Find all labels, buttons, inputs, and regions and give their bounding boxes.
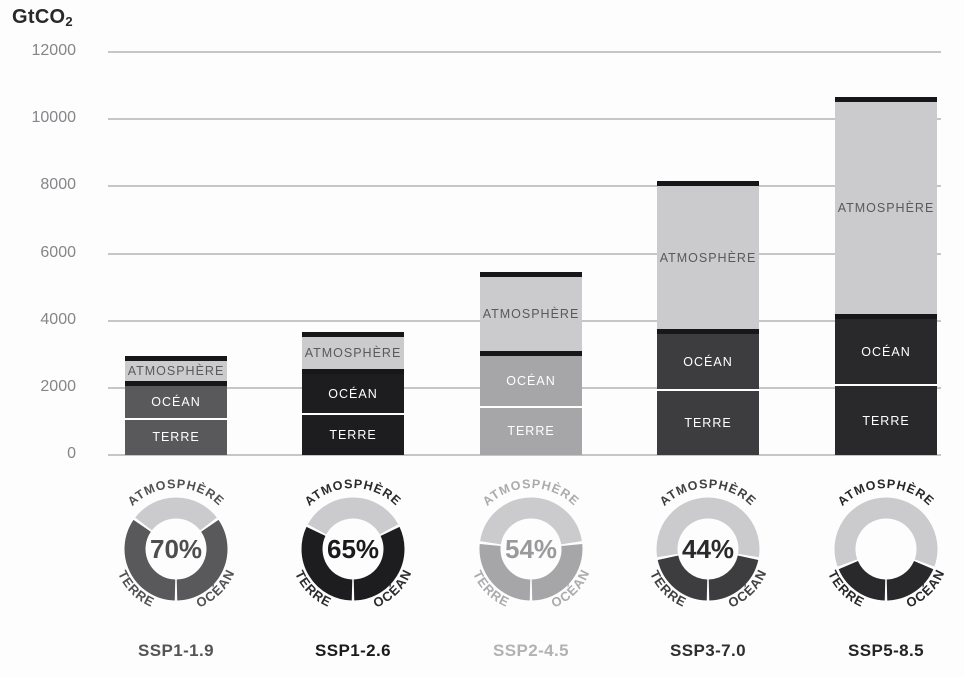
donut-segment-terre — [838, 560, 886, 601]
gridline — [108, 118, 941, 121]
bar-SSP5-8.5-segment-ocean-label: OCÉAN — [861, 344, 911, 359]
bar-SSP1-2.6-segment-ocean-label: OCÉAN — [328, 386, 378, 401]
gridline — [108, 252, 941, 255]
bar-SSP1-1.9-segment-ocean-label: OCÉAN — [151, 394, 201, 409]
donut-segment-ocean — [531, 543, 583, 601]
y-tick-label: 4000 — [40, 310, 76, 328]
bar-SSP5-8.5-segment-atmosphere-label: ATMOSPHÈRE — [837, 201, 935, 216]
donut-segment-atmosphere — [834, 497, 938, 567]
unit-title-main: GtCO — [12, 6, 66, 28]
unit-title-subscript: 2 — [65, 14, 73, 29]
donut-segment-ocean — [353, 526, 405, 601]
gridline — [108, 185, 941, 188]
donut-segment-terre — [301, 526, 353, 601]
donut-center-percentage: 70% — [150, 534, 202, 564]
bar-SSP2-4.5-segment-terre: TERRE — [480, 407, 582, 455]
bar-SSP3-7.0-segment-ocean-label: OCÉAN — [683, 354, 733, 369]
y-tick-label: 10000 — [31, 109, 77, 127]
donut-segment-atmosphere — [135, 497, 217, 531]
y-tick-label: 0 — [67, 445, 76, 462]
bar-SSP2-4.5-segment-terre-label: TERRE — [507, 424, 555, 439]
donut-segment-terre — [479, 543, 531, 601]
bar-SSP1-1.9-segment-atmosphere-label: ATMOSPHÈRE — [127, 364, 225, 379]
bar-SSP5-8.5-segment-terre-label: TERRE — [862, 413, 910, 428]
bar-SSP2-4.5-segment-atmosphere: ATMOSPHÈRE — [480, 271, 582, 356]
scenario-label-SSP5-8.5: SSP5-8.5 — [848, 641, 924, 660]
scenario-label-SSP1-1.9: SSP1-1.9 — [138, 641, 214, 660]
gridline — [108, 454, 941, 456]
scenario-label-SSP1-2.6: SSP1-2.6 — [315, 641, 391, 660]
bar-SSP5-8.5-segment-terre: TERRE — [835, 386, 937, 455]
y-axis-unit-title: GtCO2 — [12, 6, 73, 29]
donut-segment-ocean — [176, 519, 228, 601]
y-tick-label: 12000 — [31, 42, 77, 59]
bar-SSP1-2.6-segment-ocean: OCÉAN — [302, 374, 404, 415]
y-tick-label: 8000 — [40, 176, 76, 194]
y-tick-label: 6000 — [40, 243, 76, 261]
bar-SSP3-7.0-segment-terre-label: TERRE — [684, 416, 732, 431]
bar-SSP2-4.5-segment-atmosphere-label: ATMOSPHÈRE — [482, 306, 580, 321]
donut-segment-terre — [124, 519, 176, 601]
donut-center-percentage: 44% — [682, 534, 734, 564]
donut-center-percentage: 65% — [327, 534, 379, 564]
donut-segment-atmosphere — [480, 497, 582, 545]
bar-SSP1-1.9-segment-terre-label: TERRE — [152, 430, 200, 445]
gridline — [108, 51, 941, 53]
bar-SSP1-1.9-segment-ocean: OCÉAN — [125, 386, 227, 420]
donut-segment-ocean — [886, 560, 934, 601]
donut-segment-ocean — [708, 554, 759, 601]
bar-SSP2-4.5-segment-ocean: OCÉAN — [480, 355, 582, 408]
bar-SSP3-7.0-segment-atmosphere: ATMOSPHÈRE — [657, 181, 759, 335]
donut-segment-atmosphere — [656, 497, 760, 558]
scenario-label-SSP2-4.5: SSP2-4.5 — [493, 641, 569, 660]
bar-SSP3-7.0-segment-ocean: OCÉAN — [657, 334, 759, 392]
bar-SSP2-4.5-segment-ocean-label: OCÉAN — [506, 373, 556, 388]
bar-SSP5-8.5-segment-ocean: OCÉAN — [835, 318, 937, 387]
donut-segment-atmosphere — [307, 497, 399, 535]
y-tick-label: 2000 — [40, 377, 76, 395]
bar-SSP3-7.0-segment-atmosphere-label: ATMOSPHÈRE — [659, 250, 757, 265]
bar-SSP1-2.6-segment-atmosphere-label: ATMOSPHÈRE — [304, 346, 402, 361]
bar-SSP1-1.9-segment-atmosphere: ATMOSPHÈRE — [125, 355, 227, 387]
bar-SSP1-1.9-segment-terre: TERRE — [125, 419, 227, 455]
bar-SSP5-8.5-segment-atmosphere: ATMOSPHÈRE — [835, 97, 937, 319]
donut-segment-terre — [657, 554, 708, 601]
donut-center-percentage: 54% — [505, 534, 557, 564]
bar-SSP1-2.6-segment-terre-label: TERRE — [329, 427, 377, 442]
bar-SSP1-2.6-segment-terre: TERRE — [302, 414, 404, 455]
bar-SSP3-7.0-segment-terre: TERRE — [657, 391, 759, 455]
scenario-label-SSP3-7.0: SSP3-7.0 — [670, 641, 746, 660]
bar-SSP1-2.6-segment-atmosphere: ATMOSPHÈRE — [302, 332, 404, 375]
